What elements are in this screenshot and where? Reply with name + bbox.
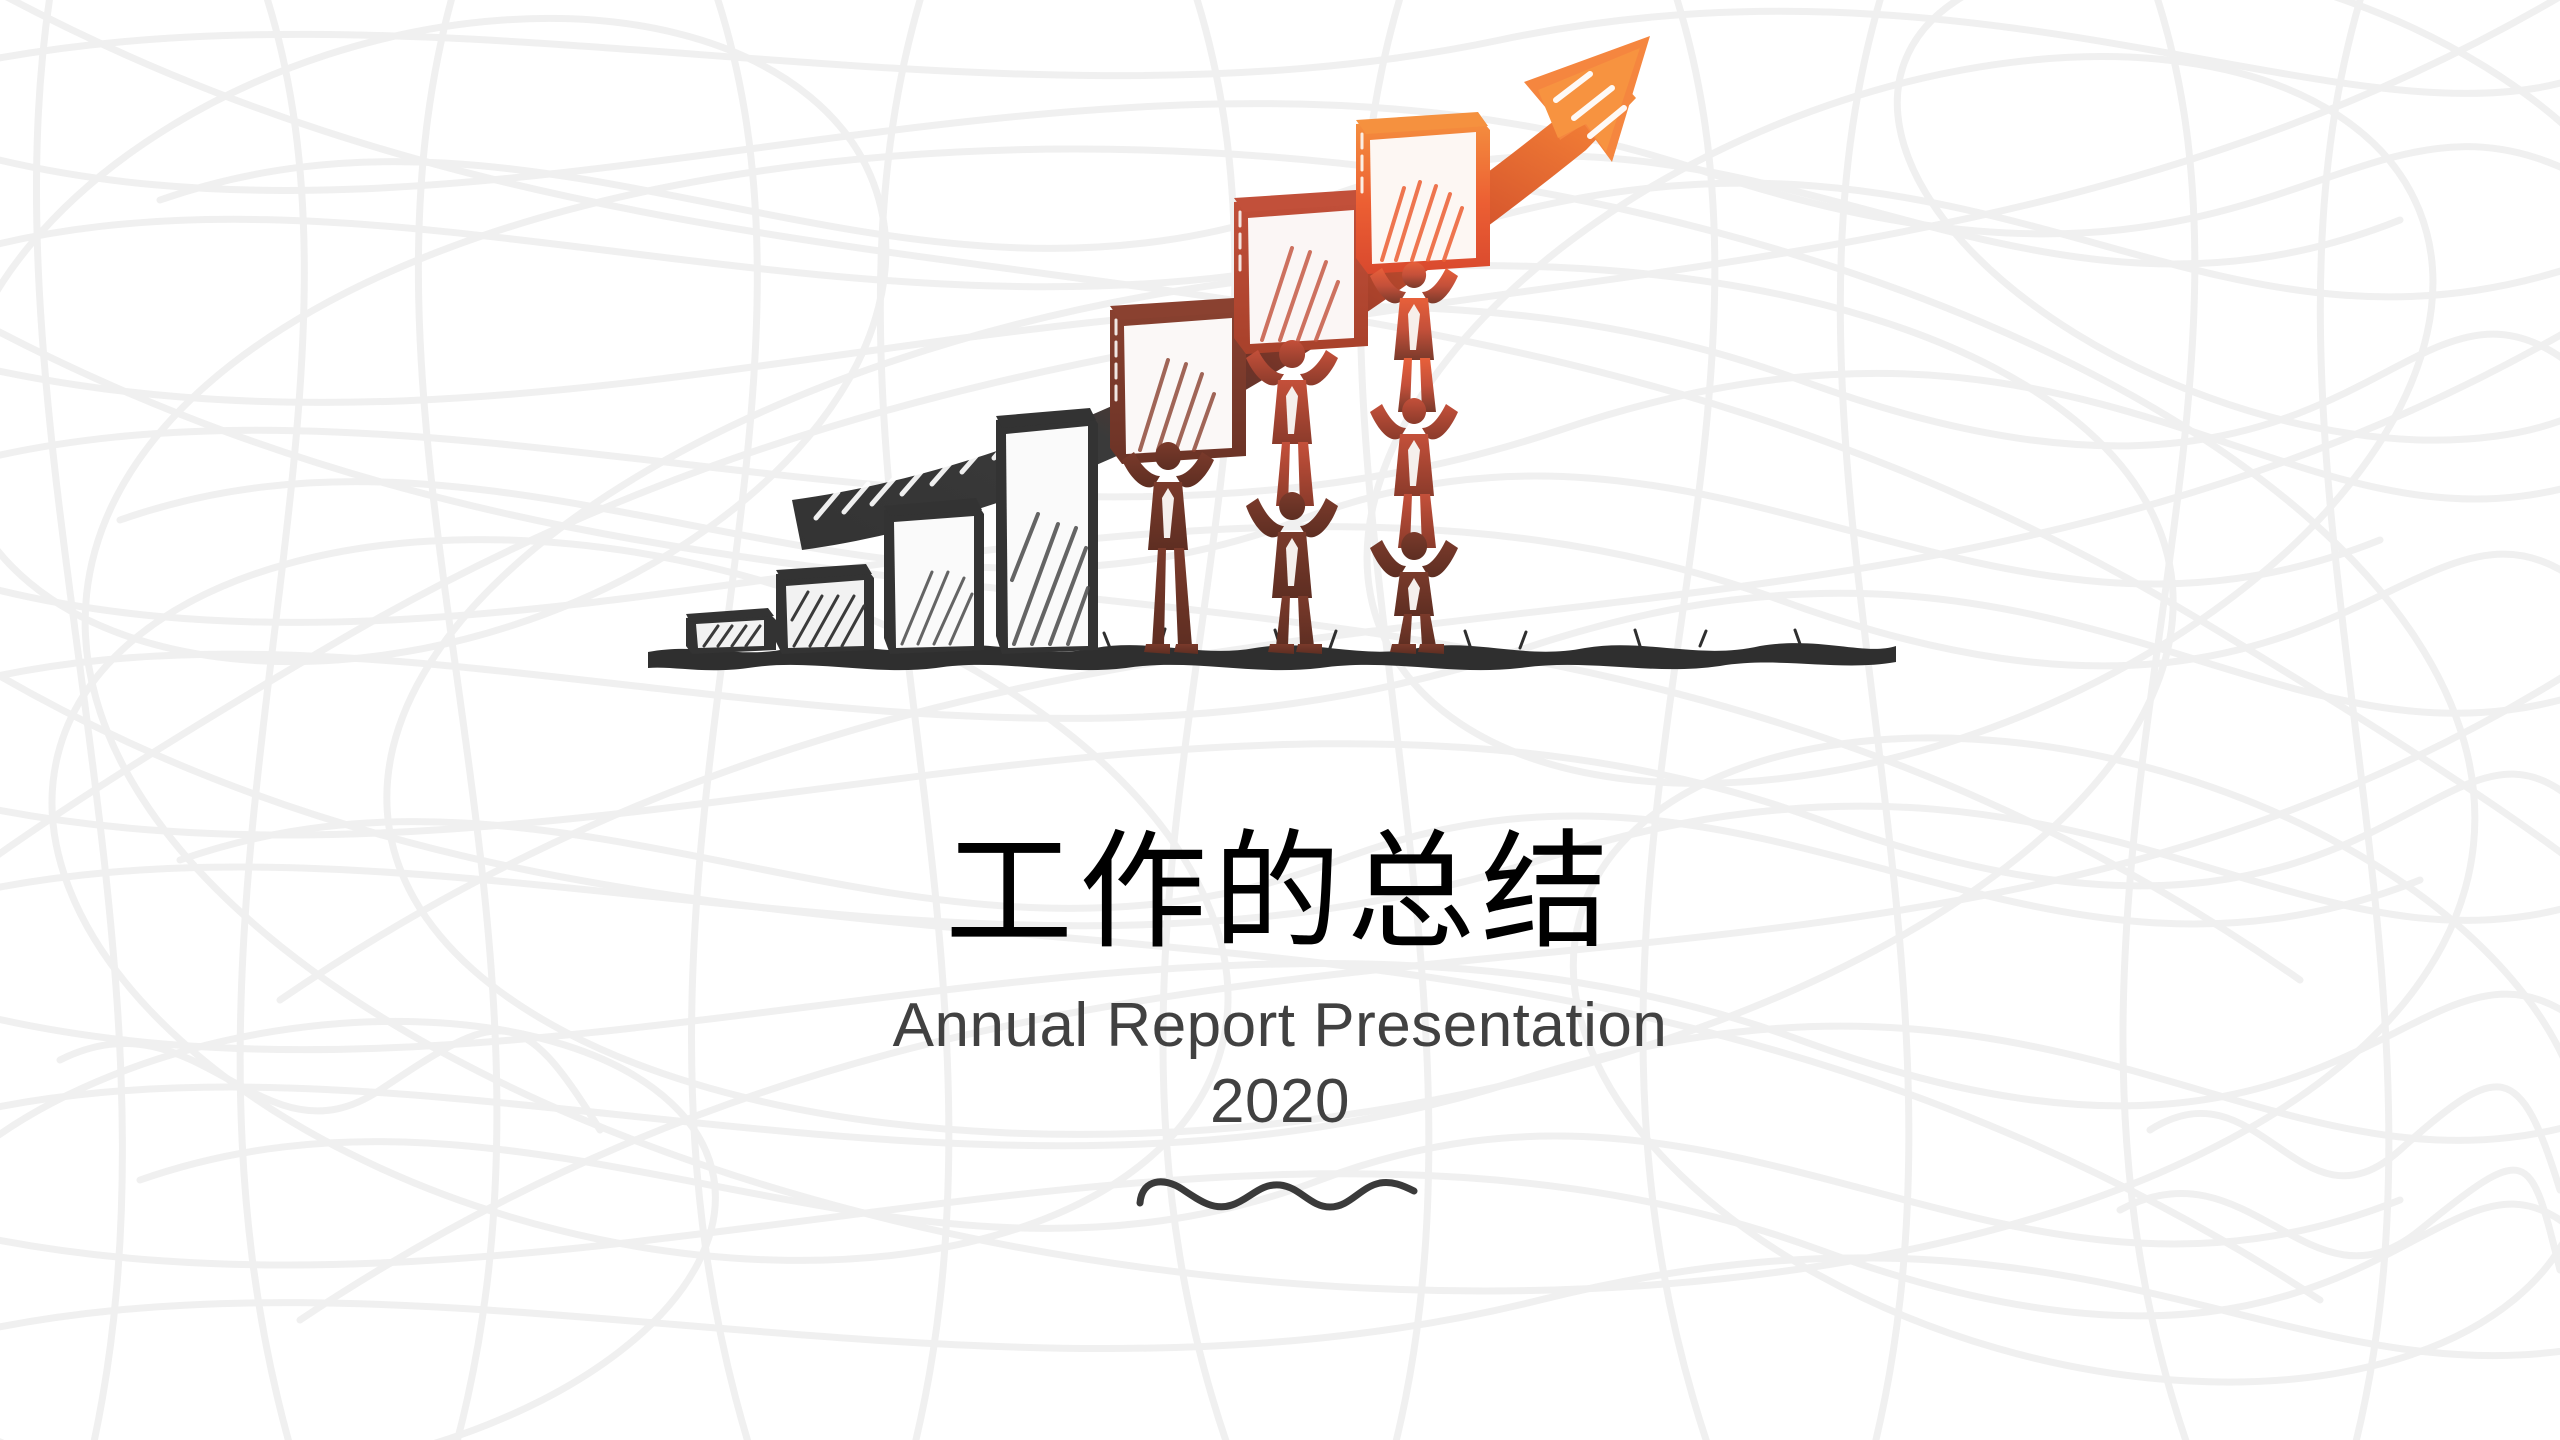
rising-growth-arrow xyxy=(792,36,1650,550)
team-2-box xyxy=(1234,190,1368,354)
team-1-figure-1 xyxy=(1122,442,1214,654)
growth-teamwork-illustration xyxy=(640,20,1900,730)
team-1-box xyxy=(1110,298,1246,464)
page-title: 工作的总结 xyxy=(944,818,1615,967)
wavy-underline-squiggle xyxy=(1136,1178,1418,1211)
title-text-block: 工作的总结 Annual Report Presentation 2020 xyxy=(0,820,2560,1223)
bar-3 xyxy=(884,498,984,654)
team-3-figure-top xyxy=(1370,262,1458,412)
team-three-figures xyxy=(1356,112,1490,654)
team-two-figures xyxy=(1234,190,1368,654)
team-2-figure-top xyxy=(1246,340,1338,506)
subtitle-line-2: 2020 xyxy=(1210,1066,1350,1136)
bar-2 xyxy=(776,564,874,654)
bar-1 xyxy=(686,608,776,654)
subtitle-line-1: Annual Report Presentation xyxy=(892,990,1668,1060)
bar-4 xyxy=(996,408,1098,654)
team-3-box xyxy=(1356,112,1490,274)
team-1-tie xyxy=(1162,488,1174,538)
team-single-figure xyxy=(1110,298,1246,654)
